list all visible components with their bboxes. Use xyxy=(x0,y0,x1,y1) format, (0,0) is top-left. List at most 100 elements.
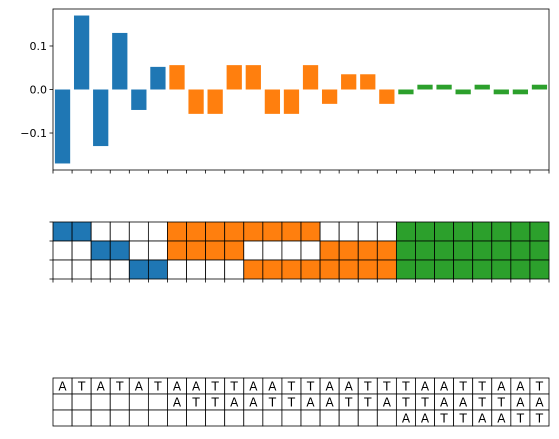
grid-cell xyxy=(491,240,512,261)
bar-21 xyxy=(455,89,471,95)
bar-16 xyxy=(360,74,376,90)
table-cell-text: T xyxy=(535,380,544,394)
table-cell-text: A xyxy=(58,380,67,394)
table-cell-text: A xyxy=(345,380,354,394)
table-cell-text: T xyxy=(382,380,391,394)
bar-15 xyxy=(341,74,357,90)
grid-cell xyxy=(415,221,435,242)
grid-cell xyxy=(262,221,283,242)
bar-25 xyxy=(531,84,548,90)
grid-cell xyxy=(224,221,245,242)
bar-10 xyxy=(245,65,261,90)
table-cell-text: A xyxy=(459,396,468,410)
grid-cell xyxy=(205,221,226,242)
grid-cell xyxy=(529,240,550,261)
color-grid xyxy=(52,221,550,280)
table-cell-text: T xyxy=(287,396,296,410)
grid-cell xyxy=(453,259,474,280)
table-cell-text: A xyxy=(230,396,239,410)
table-cell-text: A xyxy=(421,412,430,426)
grid-cell xyxy=(128,240,149,261)
grid-cell xyxy=(529,221,550,242)
grid-cell xyxy=(186,240,207,261)
grid-cell xyxy=(167,221,187,242)
grid-cell xyxy=(224,259,245,280)
grid-cell xyxy=(262,240,283,261)
y-tick-label: −0.1 xyxy=(20,127,47,140)
grid-cell xyxy=(186,259,207,280)
table-cell xyxy=(52,393,73,411)
table-cell xyxy=(52,409,73,427)
table-cell xyxy=(186,409,207,427)
grid-cell xyxy=(491,221,512,242)
table-cell-text: T xyxy=(115,380,124,394)
table-cell xyxy=(147,393,168,411)
grid-cell xyxy=(205,259,226,280)
table-cell-text: T xyxy=(478,396,487,410)
grid-cell xyxy=(224,240,245,261)
table-cell-text: A xyxy=(97,380,106,394)
grid-cell xyxy=(376,240,397,261)
bar-6 xyxy=(169,65,185,90)
grid-cell xyxy=(262,259,283,280)
table-cell-text: T xyxy=(439,412,448,426)
table-cell xyxy=(109,409,130,427)
bar-24 xyxy=(512,89,529,95)
y-tick-label: 0.1 xyxy=(30,40,48,53)
table-cell xyxy=(147,409,168,427)
table-cell-text: A xyxy=(249,380,258,394)
table-cell xyxy=(71,393,92,411)
grid-cell xyxy=(147,259,168,280)
table-cell-text: T xyxy=(478,380,487,394)
bar-20 xyxy=(436,84,452,90)
table-cell-text: T xyxy=(363,396,372,410)
x-axis xyxy=(52,170,550,174)
table-cell-text: T xyxy=(268,396,277,410)
grid-cell xyxy=(319,240,340,261)
table-cell-text: A xyxy=(135,380,144,394)
table-cell-text: T xyxy=(516,412,525,426)
grid-cell xyxy=(300,221,321,242)
table-cell-text: T xyxy=(344,396,353,410)
table-cell-text: A xyxy=(173,380,182,394)
bar-18 xyxy=(398,89,414,95)
table-cell-text: A xyxy=(326,380,335,394)
bar-2 xyxy=(93,89,109,147)
grid-cell xyxy=(52,221,73,242)
grid-cell xyxy=(472,221,493,242)
color-grid-axes xyxy=(49,221,550,283)
grid-cell xyxy=(109,259,130,280)
table-cell-text: T xyxy=(458,412,467,426)
grid-cell xyxy=(472,240,493,261)
grid-cell xyxy=(338,221,359,242)
grid-cell xyxy=(128,259,149,280)
table-cell-text: A xyxy=(173,396,182,410)
bar-8 xyxy=(207,89,223,114)
bar-19 xyxy=(417,84,433,90)
grid-cell xyxy=(434,259,455,280)
table-cell-text: T xyxy=(420,396,429,410)
table-cell xyxy=(376,409,397,427)
grid-cell xyxy=(109,240,130,261)
grid-cell xyxy=(147,221,168,242)
grid-cell xyxy=(167,240,187,261)
table-cell-text: A xyxy=(497,412,506,426)
bar-4 xyxy=(131,89,147,110)
grid-cell xyxy=(205,240,226,261)
bar-series xyxy=(54,15,548,164)
table-cell xyxy=(357,409,378,427)
table-cell xyxy=(71,409,92,427)
grid-cell xyxy=(357,221,378,242)
bar-5 xyxy=(150,66,166,90)
table-cell-text: A xyxy=(402,412,411,426)
table-cell-text: A xyxy=(268,380,277,394)
table-cell-text: T xyxy=(210,380,219,394)
table-cell xyxy=(243,409,264,427)
grid-cell xyxy=(71,240,92,261)
table-cell-text: A xyxy=(516,396,525,410)
table-cell xyxy=(319,409,340,427)
table-cell-text: A xyxy=(326,396,335,410)
table-cell-text: A xyxy=(478,412,487,426)
grid-cell xyxy=(90,259,111,280)
grid-cell xyxy=(167,259,187,280)
